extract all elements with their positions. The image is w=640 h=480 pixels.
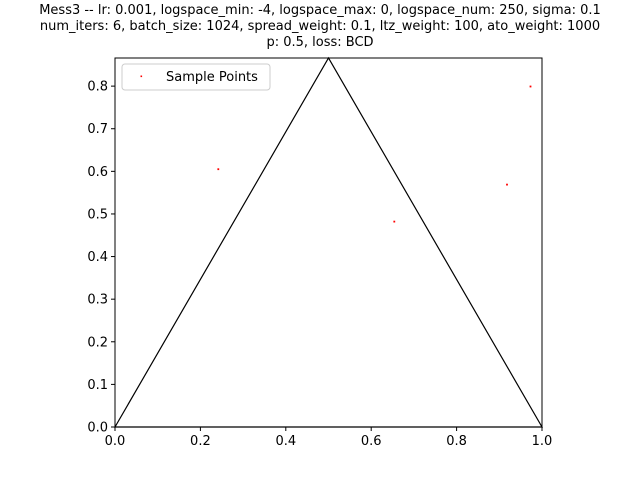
legend-label-sample-points: Sample Points xyxy=(166,70,258,85)
x-tick-label: 1.0 xyxy=(532,434,553,449)
y-tick-label: 0.4 xyxy=(87,250,108,265)
axes-frame xyxy=(114,57,543,428)
x-tick-label: 0.6 xyxy=(361,434,382,449)
y-tick-label: 0.7 xyxy=(87,122,108,137)
sample-point xyxy=(217,168,220,171)
chart-title-line-1: Mess3 -- lr: 0.001, logspace_min: -4, lo… xyxy=(39,3,601,18)
x-tick-label: 0.8 xyxy=(446,434,467,449)
legend: Sample Points xyxy=(121,63,271,91)
y-tick-label: 0.5 xyxy=(87,207,108,222)
simplex-triangle xyxy=(113,56,544,428)
y-tick-label: 0.0 xyxy=(87,421,108,436)
legend-box xyxy=(121,63,271,91)
y-axis: 0.0 0.1 0.2 0.3 0.4 0.5 0.6 0.7 0.8 xyxy=(87,80,115,436)
x-tick-label: 0.2 xyxy=(190,434,211,449)
chart-title: Mess3 -- lr: 0.001, logspace_min: -4, lo… xyxy=(0,3,640,51)
sample-point xyxy=(393,220,396,223)
x-tick-label: 0.0 xyxy=(105,434,126,449)
y-tick-label: 0.1 xyxy=(87,378,108,393)
y-tick-label: 0.6 xyxy=(87,165,108,180)
x-axis: 0.0 0.2 0.4 0.6 0.8 1.0 xyxy=(105,427,553,449)
chart-title-line-2: num_iters: 6, batch_size: 1024, spread_w… xyxy=(39,19,601,34)
y-tick-label: 0.2 xyxy=(87,335,108,350)
chart-title-line-3: p: 0.5, loss: BCD xyxy=(266,35,374,50)
sample-point xyxy=(529,85,532,88)
plot-area xyxy=(113,56,544,428)
sample-point xyxy=(506,183,508,186)
y-tick-label: 0.3 xyxy=(87,293,108,308)
legend-marker xyxy=(140,75,143,78)
x-tick-label: 0.4 xyxy=(275,434,296,449)
y-tick-label: 0.8 xyxy=(87,80,108,95)
